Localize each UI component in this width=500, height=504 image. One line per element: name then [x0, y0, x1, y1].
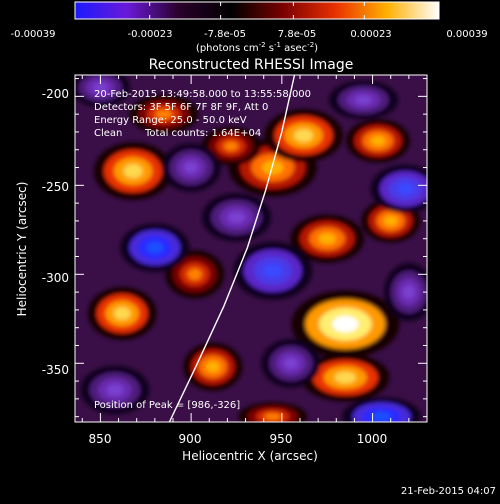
y-tick-label: -250 — [42, 180, 69, 194]
x-axis-ticks — [81, 75, 428, 422]
emission-blob — [205, 360, 221, 373]
image-area — [75, 75, 427, 422]
emission-blob — [187, 268, 202, 281]
emission-blob — [223, 141, 239, 151]
emission-blob — [155, 109, 173, 119]
negative-blob — [396, 183, 414, 195]
colorbar-tick-marks — [74, 2, 440, 19]
y-axis-ticks — [75, 78, 427, 418]
y-tick-labels: -200 -250 -300 -350 — [42, 87, 69, 377]
negative-blob — [372, 411, 392, 422]
solar-limb-line — [168, 75, 296, 422]
emission-blob — [264, 413, 282, 421]
colorbar-tick-label: -0.00039 — [11, 29, 56, 40]
emission-blob — [318, 232, 337, 245]
emission-blob — [261, 160, 284, 175]
algorithm-text: Clean — [94, 128, 122, 139]
colorbar-tick-label: -7.8e-05 — [204, 29, 246, 40]
time-range-text: 20-Feb-2015 13:49:58.000 to 13:55:58.000 — [94, 89, 311, 100]
plot-frame — [74, 74, 428, 423]
negative-blob — [146, 241, 164, 254]
y-axis-label: Heliocentric Y (arcsec) — [15, 182, 29, 317]
emission-blob — [370, 135, 386, 147]
chart-title: Reconstructed RHESSI Image — [149, 57, 354, 73]
total-counts-text: Total counts: 1.64E+04 — [144, 128, 261, 139]
emission-blob — [113, 306, 131, 320]
emission-blob — [383, 215, 398, 227]
y-tick-label: -350 — [42, 363, 69, 377]
colorbar-frame — [74, 1, 440, 20]
detectors-text: Detectors: 3F 5F 6F 7F 8F 9F, Att 0 — [94, 102, 268, 113]
colorbar-unit-label: (photons cm-2 s-1 asec-2) — [196, 41, 318, 54]
emission-blob — [334, 371, 357, 384]
colorbar-gradient — [75, 2, 439, 19]
footer-timestamp: 21-Feb-2015 04:07 — [401, 486, 496, 497]
negative-blob — [93, 82, 108, 93]
x-tick-label: 900 — [179, 432, 202, 446]
negative-blob — [283, 357, 299, 370]
emission-blob — [123, 164, 143, 179]
peak-position-text: Position of Peak = [986,-326] — [94, 400, 240, 411]
x-tick-label: 1000 — [357, 432, 388, 446]
colorbar-tick-label: 0.00023 — [350, 29, 391, 40]
emission-blobs — [75, 75, 427, 422]
x-tick-label: 850 — [89, 432, 112, 446]
colorbar-tick-label: 7.8e-05 — [278, 29, 316, 40]
emission-blob — [332, 315, 359, 333]
colorbar-tick-label: -0.00023 — [128, 29, 173, 40]
emission-blob — [294, 129, 314, 142]
colorbar-tick-labels: -0.00039 -0.00023 -7.8e-05 7.8e-05 0.000… — [11, 29, 488, 40]
colorbar: -0.00039 -0.00023 -7.8e-05 7.8e-05 0.000… — [11, 1, 488, 54]
negative-blob — [106, 384, 124, 396]
negative-blob — [355, 95, 372, 105]
negative-blob — [263, 263, 283, 278]
negative-blob — [402, 285, 415, 300]
negative-blob — [183, 161, 199, 174]
x-tick-label: 950 — [270, 432, 293, 446]
info-annotations: 20-Feb-2015 13:49:58.000 to 13:55:58.000… — [94, 89, 311, 411]
x-axis-label: Heliocentric X (arcsec) — [182, 449, 318, 463]
energy-range-text: Energy Range: 25.0 - 50.0 keV — [94, 115, 247, 126]
y-tick-label: -300 — [42, 271, 69, 285]
negative-blob — [228, 211, 245, 224]
y-tick-label: -200 — [42, 87, 69, 101]
x-tick-labels: 850 900 950 1000 — [89, 432, 388, 446]
colorbar-tick-label: 0.00039 — [446, 29, 487, 40]
